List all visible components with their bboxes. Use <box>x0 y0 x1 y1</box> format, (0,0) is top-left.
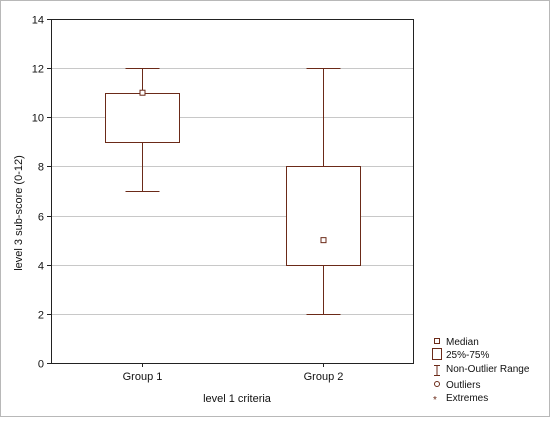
y-tick-label: 0 <box>38 359 44 371</box>
legend-non-outlier-label: Non-Outlier Range <box>446 364 530 375</box>
legend-median-marker <box>434 338 440 344</box>
plot-area <box>51 19 414 364</box>
legend-median-label: Median <box>446 337 479 348</box>
y-axis-ticks: 0 2 4 6 8 10 12 14 <box>32 15 51 371</box>
y-tick-label: 10 <box>32 113 44 125</box>
y-tick-label: 14 <box>32 15 44 27</box>
y-tick-label: 8 <box>38 162 44 174</box>
median-marker <box>320 237 327 244</box>
plot-border <box>51 19 414 364</box>
y-tick-label: 4 <box>38 261 44 273</box>
legend-box-marker <box>432 348 442 360</box>
box-group-1 <box>105 68 180 192</box>
legend-whisker-marker <box>434 365 440 376</box>
legend: Median 25%-75% Non-Outlier Range Outlier… <box>432 337 530 406</box>
iqr-box <box>286 166 361 266</box>
legend-extremes-label: Extremes <box>446 393 488 404</box>
box-group-2 <box>286 68 361 315</box>
legend-box-label: 25%-75% <box>446 350 489 361</box>
median-marker <box>139 89 146 96</box>
x-tick-label: Group 2 <box>304 371 344 383</box>
box-series <box>105 68 361 315</box>
y-tick-label: 2 <box>38 310 44 322</box>
x-axis-ticks: Group 1 Group 2 <box>123 363 344 383</box>
iqr-box <box>105 93 180 143</box>
y-tick-label: 12 <box>32 64 44 76</box>
legend-outliers-label: Outliers <box>446 380 480 391</box>
y-axis-title: level 3 sub-score (0-12) <box>13 155 25 271</box>
x-tick-label: Group 1 <box>123 371 163 383</box>
legend-outlier-marker <box>434 381 440 387</box>
x-axis-title: level 1 criteria <box>203 393 272 405</box>
y-tick-label: 6 <box>38 212 44 224</box>
legend-extreme-marker: * <box>433 395 437 406</box>
